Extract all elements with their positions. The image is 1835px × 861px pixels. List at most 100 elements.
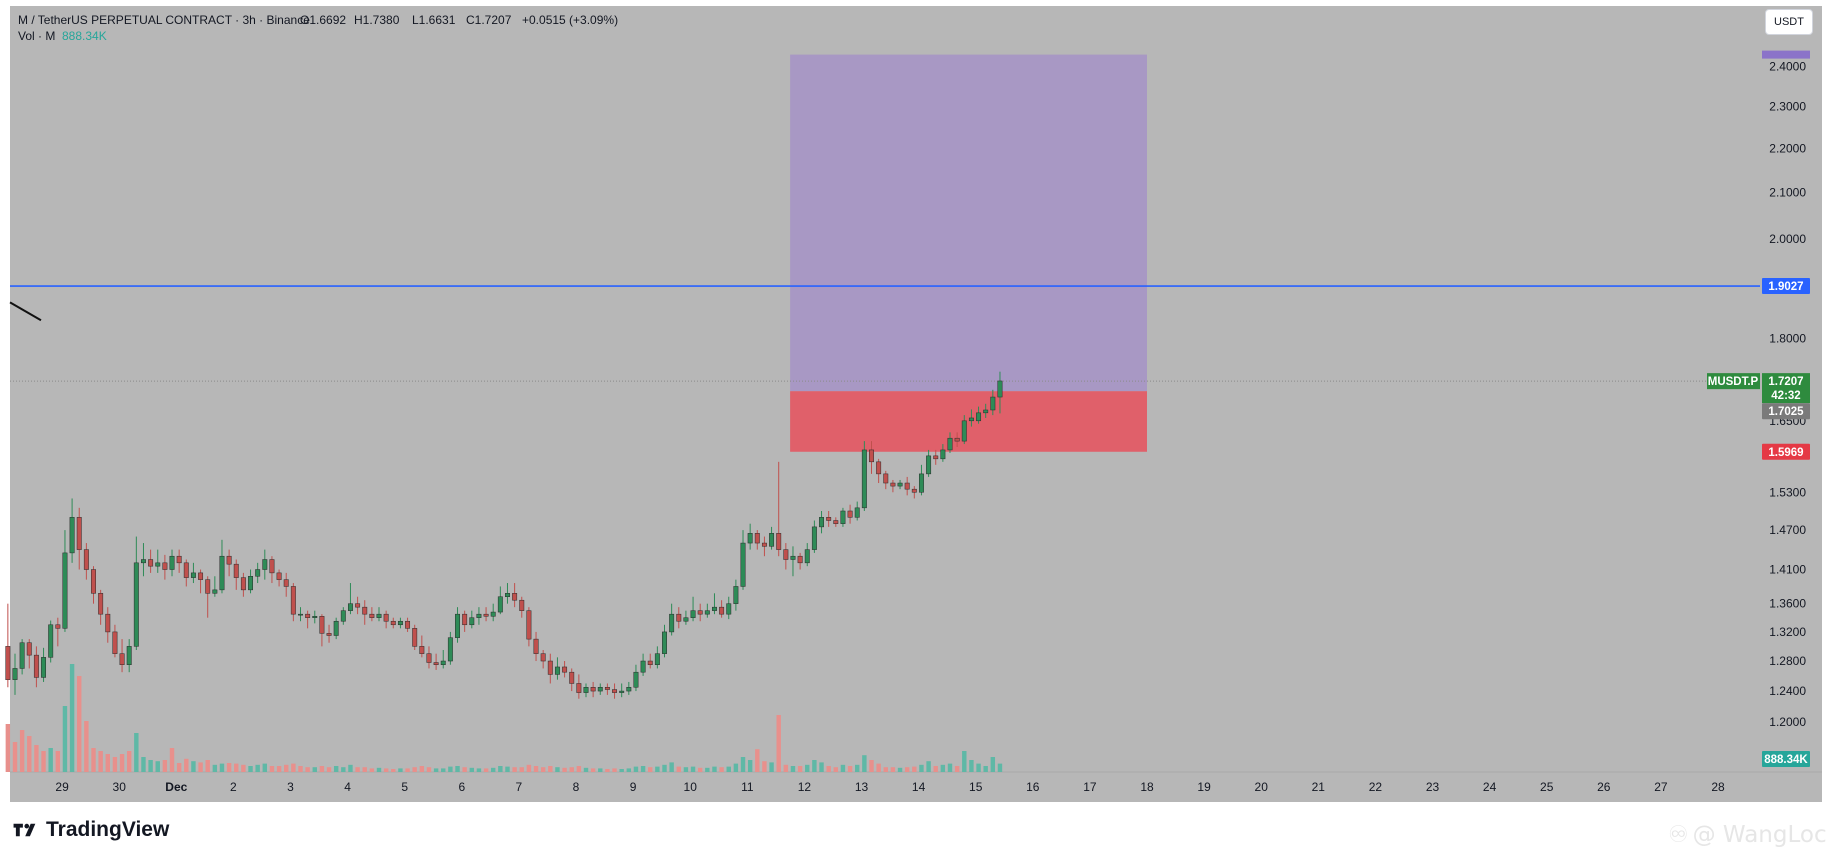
candle-body — [105, 613, 111, 633]
volume-bar — [41, 751, 46, 772]
time-tick-label: 6 — [458, 780, 465, 794]
candle-body — [397, 620, 403, 626]
price-tick-label: 2.0000 — [1769, 232, 1806, 246]
time-tick-label: 20 — [1255, 780, 1269, 794]
time-tick-label: 5 — [401, 780, 408, 794]
volume-bar — [169, 748, 175, 772]
volume-bar — [569, 767, 574, 772]
volume-bar — [55, 751, 61, 772]
candle — [476, 607, 482, 625]
candle-body — [376, 613, 382, 618]
time-tick-label: 9 — [630, 780, 637, 794]
candle-body — [690, 610, 696, 618]
candle — [83, 543, 89, 580]
candle — [512, 583, 518, 608]
candle — [141, 543, 146, 577]
volume-bar — [676, 766, 681, 772]
candle — [5, 603, 11, 688]
volume-bar — [719, 767, 724, 772]
volume-tag-bg — [1762, 751, 1810, 767]
candle — [869, 441, 874, 474]
volume-bar — [462, 767, 467, 772]
time-tick-label: 16 — [1026, 780, 1040, 794]
volume-bar — [48, 748, 53, 772]
currency-button[interactable]: USDT — [1765, 9, 1813, 35]
volume-bar — [819, 762, 824, 772]
volume-bar — [69, 664, 75, 772]
volume-bar — [962, 751, 967, 772]
candle — [640, 653, 646, 676]
candle — [105, 607, 111, 643]
candle — [419, 635, 425, 658]
candle — [554, 657, 560, 680]
volume-bar — [762, 761, 767, 772]
volume-bar — [655, 766, 660, 772]
volume-tag: 888.34K — [1764, 754, 1808, 766]
candle — [576, 674, 582, 699]
candle-body — [55, 624, 61, 629]
time-tick-label: 2 — [230, 780, 237, 794]
candle — [604, 683, 610, 695]
candle-body — [433, 662, 439, 665]
candle-body — [340, 610, 346, 622]
candle — [369, 607, 375, 622]
candle-body — [262, 559, 268, 570]
volume-bar — [362, 767, 367, 772]
volume-bar — [940, 764, 946, 772]
stop-zone — [790, 391, 1147, 452]
candle-body — [740, 542, 746, 587]
volume-bar — [398, 768, 403, 772]
candle — [726, 596, 732, 620]
price-tags: 1.9027 MUSDT.P 1.7207 42:32 1.7025 1.5969 888.… — [1707, 50, 1810, 767]
candle — [754, 530, 760, 550]
candle-body — [41, 657, 47, 678]
price-tick-label: 2.3000 — [1769, 100, 1806, 114]
candle — [990, 389, 996, 416]
candle-body — [847, 510, 853, 518]
candle — [683, 610, 689, 625]
volume-bars — [5, 664, 1003, 772]
volume-bar — [919, 764, 924, 772]
volume-label[interactable]: Vol · M — [18, 29, 55, 43]
candle — [804, 543, 810, 567]
symbol-line[interactable]: M / TetherUS PERPETUAL CONTRACT · 3h · B… — [18, 13, 310, 27]
candle-body — [455, 613, 460, 638]
price-axis[interactable]: 2.40002.30002.20002.10002.00001.80001.65… — [1769, 59, 1806, 729]
candle — [405, 617, 411, 632]
entry-tag: 1.7025 — [1768, 406, 1804, 418]
volume-bar — [983, 766, 988, 772]
candle — [954, 432, 960, 447]
price-tick-label: 1.4700 — [1769, 523, 1806, 537]
candle-body — [547, 660, 553, 675]
candle-body — [604, 687, 610, 690]
volume-bar — [98, 751, 103, 772]
candle — [69, 498, 75, 563]
candle-body — [512, 593, 518, 601]
candle-body — [876, 461, 882, 475]
candle-body — [840, 510, 846, 524]
trend-line — [9, 301, 42, 322]
candle-body — [662, 631, 667, 654]
candle — [212, 576, 218, 597]
volume-bar — [562, 767, 567, 772]
candle-body — [283, 579, 289, 587]
volume-bar — [455, 766, 460, 772]
drawings — [9, 285, 1760, 382]
candle-body — [569, 671, 575, 684]
time-axis[interactable]: 29 30 Dec 2 3 4 5 6 7 8 9 10 11 12 13 14 15 16 17 18 19 20 21 2… — [55, 780, 1725, 794]
candle — [676, 607, 682, 629]
position-tool[interactable] — [790, 54, 1147, 452]
volume-bar — [833, 767, 839, 772]
candle — [669, 603, 675, 636]
volume-bar — [27, 736, 32, 772]
price-tick-label: 2.1000 — [1769, 186, 1806, 200]
candle-body — [490, 611, 496, 617]
volume-bar — [248, 766, 253, 772]
price-tick-label: 2.2000 — [1769, 142, 1806, 156]
candle-body — [990, 396, 996, 411]
candle-body — [298, 613, 303, 616]
candle — [155, 549, 161, 573]
volume-bar — [483, 768, 489, 772]
candle — [183, 559, 189, 587]
